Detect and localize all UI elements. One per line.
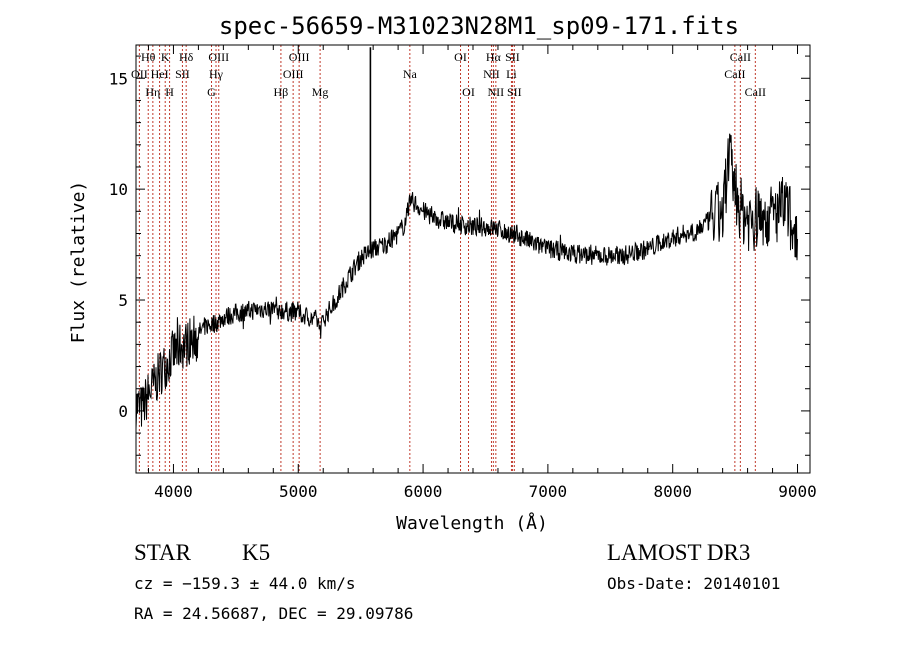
y-tick-label: 10 bbox=[109, 180, 128, 199]
line-label: OIII bbox=[283, 67, 304, 81]
x-tick-label: 6000 bbox=[404, 482, 443, 501]
axes: 4000 5000 6000 7000 8000 9000 0 5 10 15 bbox=[109, 45, 817, 501]
survey-name: LAMOST DR3 bbox=[607, 540, 751, 565]
line-label: HeI bbox=[151, 67, 169, 81]
y-tick-label: 0 bbox=[118, 402, 128, 421]
line-label: Li bbox=[506, 67, 517, 81]
line-label: Hβ bbox=[274, 85, 289, 99]
observation-date: Obs-Date: 20140101 bbox=[607, 574, 781, 593]
line-label: Hδ bbox=[179, 50, 194, 64]
line-label: OI bbox=[462, 85, 475, 99]
line-label: Hθ bbox=[141, 50, 156, 64]
line-label: Hη bbox=[145, 85, 160, 99]
line-label: NII bbox=[483, 67, 500, 81]
line-label: Hγ bbox=[209, 67, 224, 81]
spectrum-line bbox=[135, 133, 798, 429]
x-tick-label: 4000 bbox=[154, 482, 193, 501]
x-tick-label: 5000 bbox=[279, 482, 318, 501]
line-label: OI bbox=[454, 50, 467, 64]
line-label: CaII bbox=[724, 67, 745, 81]
line-label: NII bbox=[488, 85, 505, 99]
x-tick-label: 7000 bbox=[529, 482, 568, 501]
line-label: CaII bbox=[745, 85, 766, 99]
spectral-line-labels: OIIHθHηHeIKHSIIHδGHγOIIIHβOIIIOIIIMgNaOI… bbox=[131, 50, 766, 99]
plot-frame bbox=[135, 44, 811, 474]
line-label: H bbox=[165, 85, 174, 99]
chart-title: spec-56659-M31023N28M1_sp09-171.fits bbox=[219, 12, 739, 40]
spectrum-layer bbox=[135, 47, 798, 429]
line-label: G bbox=[207, 85, 216, 99]
y-tick-label: 15 bbox=[109, 69, 128, 88]
object-class: STAR bbox=[134, 540, 191, 565]
line-label: OII bbox=[131, 67, 148, 81]
line-label: Na bbox=[403, 67, 418, 81]
spectral-line-markers bbox=[138, 45, 756, 473]
sky-coordinates: RA = 24.56687, DEC = 29.09786 bbox=[134, 604, 414, 623]
y-axis-label: Flux (relative) bbox=[68, 181, 89, 344]
line-label: CaII bbox=[730, 50, 751, 64]
line-label: SII bbox=[175, 67, 190, 81]
redshift-velocity: cz = −159.3 ± 44.0 km/s bbox=[134, 574, 356, 593]
line-label: SII bbox=[505, 50, 520, 64]
line-label: SII bbox=[507, 85, 522, 99]
y-tick-label: 5 bbox=[118, 291, 128, 310]
x-tick-label: 9000 bbox=[778, 482, 817, 501]
x-tick-label: 8000 bbox=[653, 482, 692, 501]
line-label: OIII bbox=[208, 50, 229, 64]
object-subclass: K5 bbox=[242, 540, 271, 565]
x-axis-label: Wavelength (Å) bbox=[396, 512, 548, 534]
line-label: OIII bbox=[289, 50, 310, 64]
line-label: Hα bbox=[486, 50, 502, 64]
line-label: K bbox=[161, 50, 170, 64]
line-label: Mg bbox=[312, 85, 329, 99]
